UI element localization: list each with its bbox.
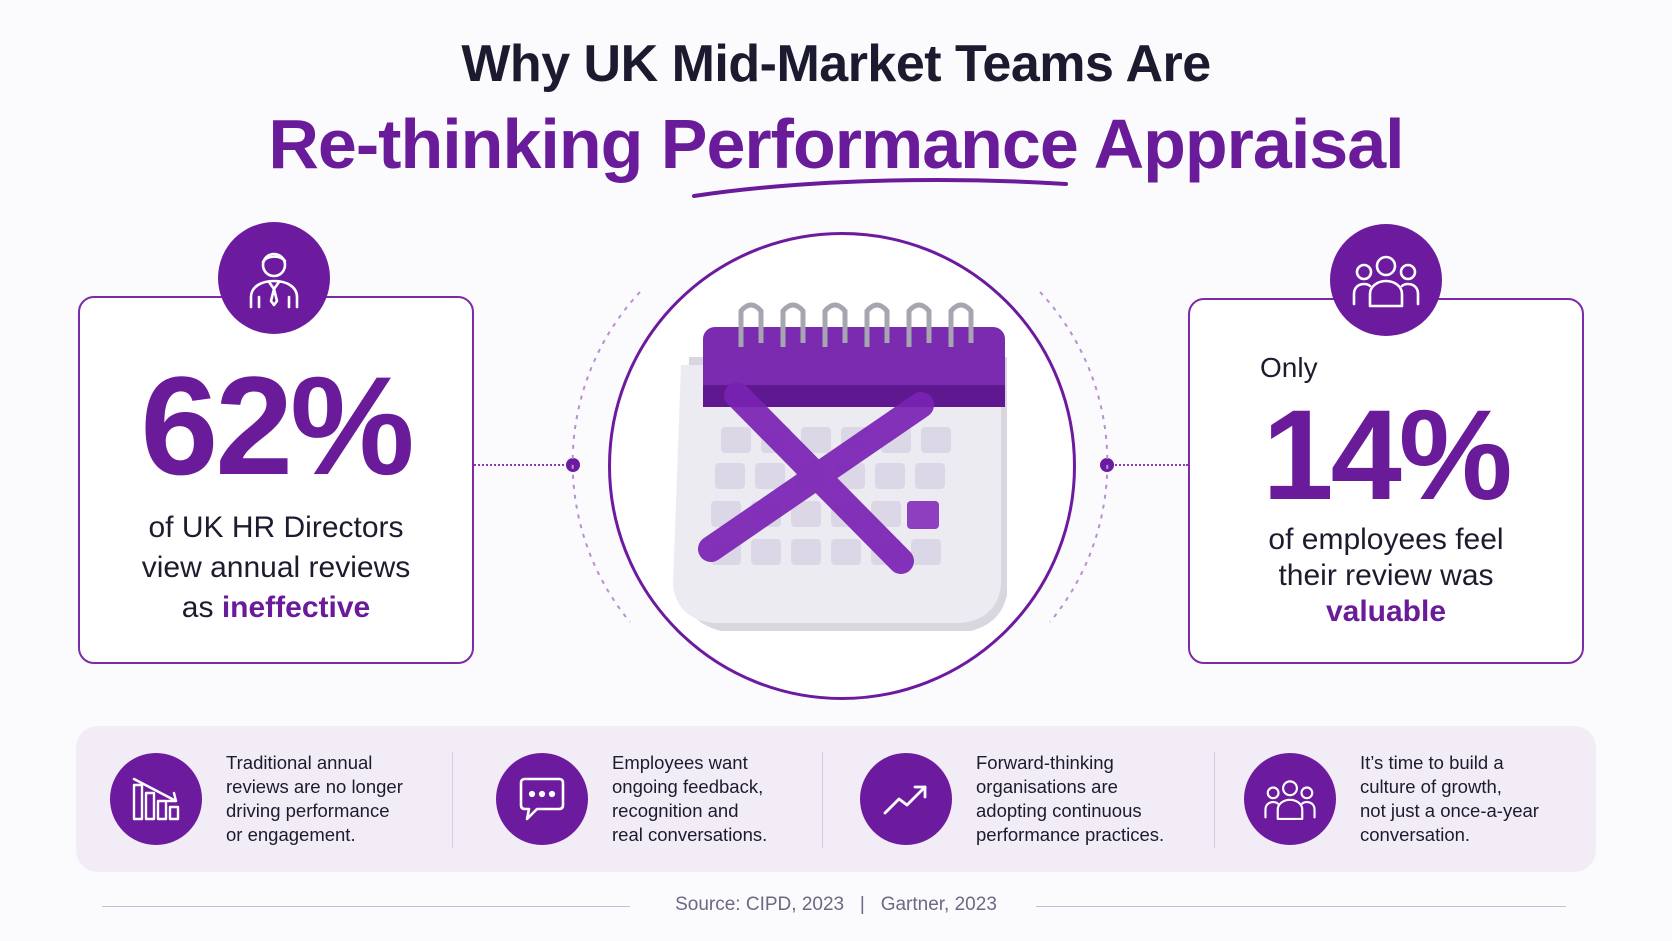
features-band: Traditional annual reviews are no longer…	[76, 726, 1596, 872]
feature-item-2: Employees want ongoing feedback, recogni…	[496, 726, 767, 872]
left-stat-card: 62% of UK HR Directors view annual revie…	[78, 296, 474, 664]
feature-divider	[822, 752, 823, 848]
right-stat-line-1: of employees feel	[1268, 523, 1504, 556]
feature-text-3: Forward-thinking organisations are adopt…	[976, 752, 1165, 845]
feature-divider	[1214, 752, 1215, 848]
left-stat-description: of UK HR Directors view annual reviews a…	[80, 508, 472, 628]
right-connector-line	[1112, 464, 1188, 466]
declining-bar-chart-icon	[110, 753, 202, 845]
title-line-2: Re-thinking Performance Appraisal	[268, 105, 1404, 183]
right-stat-accent: valuable	[1325, 595, 1447, 628]
left-stat-value: 62%	[140, 347, 414, 504]
dotted-arcs	[571, 291, 1109, 623]
person-icon	[218, 222, 330, 334]
source-citation: Source: CIPD, 2023 | Gartner, 2023	[675, 894, 997, 915]
title-underline	[692, 178, 1068, 198]
feature-item-1: Traditional annual reviews are no longer…	[110, 726, 403, 872]
feature-item-3: Forward-thinking organisations are adopt…	[860, 726, 1164, 872]
footer-line-right	[1036, 906, 1566, 907]
left-stat-line-1: of UK HR Directors	[148, 511, 404, 544]
trending-up-icon	[860, 753, 952, 845]
right-stat-card: Only 14% of employees feel their review …	[1188, 298, 1584, 664]
right-stat-prefix: Only	[1260, 352, 1318, 383]
feature-text-2: Employees want ongoing feedback, recogni…	[612, 752, 768, 845]
right-stat-line-2: their review was	[1278, 559, 1494, 592]
right-stat-value: 14%	[1262, 384, 1512, 527]
footer-line-left	[102, 906, 630, 907]
crossed-out-calendar-icon	[608, 232, 1076, 700]
group-icon	[1330, 224, 1442, 336]
left-stat-accent: ineffective	[221, 591, 371, 624]
feature-text-4: It’s time to build a culture of growth, …	[1360, 752, 1539, 845]
title-line-1: Why UK Mid-Market Teams Are	[461, 35, 1211, 93]
left-connector-line	[474, 464, 568, 466]
feature-text-1: Traditional annual reviews are no longer…	[226, 752, 403, 845]
left-stat-line-3: as ineffective	[181, 591, 371, 624]
chat-bubble-icon	[496, 753, 588, 845]
left-stat-line-2: view annual reviews	[141, 551, 411, 584]
feature-divider	[452, 752, 453, 848]
right-stat-description: of employees feel their review was valua…	[1190, 522, 1582, 630]
feature-item-4: It’s time to build a culture of growth, …	[1244, 726, 1539, 872]
team-icon	[1244, 753, 1336, 845]
